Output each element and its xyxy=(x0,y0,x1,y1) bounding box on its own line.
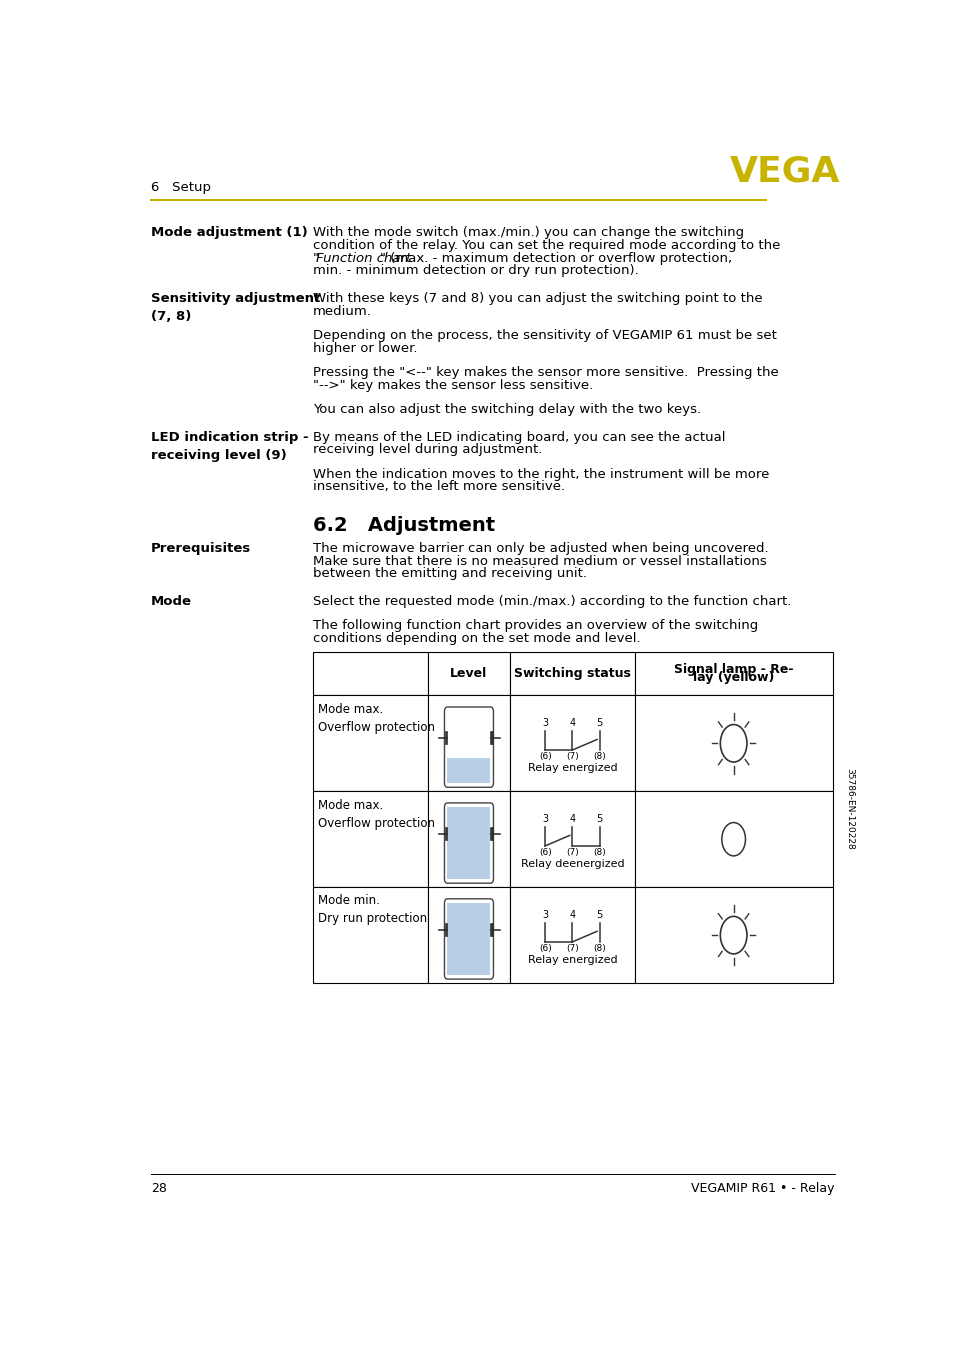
Text: (7): (7) xyxy=(565,753,578,761)
Bar xyxy=(427,696,510,791)
Text: Relay energized: Relay energized xyxy=(527,762,617,773)
Text: The following function chart provides an overview of the switching: The following function chart provides an… xyxy=(313,619,758,632)
Text: 3: 3 xyxy=(541,910,548,921)
Text: Signal lamp - Re-: Signal lamp - Re- xyxy=(673,663,793,676)
Bar xyxy=(444,923,447,936)
Bar xyxy=(510,887,634,983)
Text: Select the requested mode (min./max.) according to the function chart.: Select the requested mode (min./max.) ac… xyxy=(313,594,790,608)
Bar xyxy=(313,696,427,791)
Text: conditions depending on the set mode and level.: conditions depending on the set mode and… xyxy=(313,632,639,645)
Text: 28: 28 xyxy=(151,1182,167,1196)
Bar xyxy=(427,887,510,983)
Text: insensitive, to the left more sensitive.: insensitive, to the left more sensitive. xyxy=(313,481,564,493)
Text: LED indication strip -
receiving level (9): LED indication strip - receiving level (… xyxy=(151,431,309,462)
Bar xyxy=(313,651,427,696)
Text: 6   Setup: 6 Setup xyxy=(151,180,211,194)
Bar xyxy=(634,887,832,983)
Bar xyxy=(447,903,490,975)
Text: 5: 5 xyxy=(596,910,602,921)
Bar xyxy=(510,791,634,887)
Text: Pressing the "<--" key makes the sensor more sensitive.  Pressing the: Pressing the "<--" key makes the sensor … xyxy=(313,366,778,379)
Bar xyxy=(634,696,832,791)
Text: Function chart: Function chart xyxy=(315,252,411,264)
Text: Mode max.
Overflow protection: Mode max. Overflow protection xyxy=(317,799,435,830)
Text: Mode min.
Dry run protection: Mode min. Dry run protection xyxy=(317,895,427,926)
Bar xyxy=(313,887,427,983)
Bar xyxy=(427,651,510,696)
Text: (6): (6) xyxy=(538,849,551,857)
Text: Depending on the process, the sensitivity of VEGAMIP 61 must be set: Depending on the process, the sensitivit… xyxy=(313,329,776,343)
Text: (8): (8) xyxy=(593,753,605,761)
Text: 5: 5 xyxy=(596,719,602,728)
Bar xyxy=(444,731,447,743)
Text: (6): (6) xyxy=(538,944,551,953)
Bar xyxy=(510,696,634,791)
Text: 4: 4 xyxy=(569,719,575,728)
Text: When the indication moves to the right, the instrument will be more: When the indication moves to the right, … xyxy=(313,467,768,481)
Bar xyxy=(490,731,493,743)
Text: 4: 4 xyxy=(569,814,575,825)
Bar xyxy=(444,827,447,839)
Text: 35786-EN-120228: 35786-EN-120228 xyxy=(844,768,853,850)
Text: (8): (8) xyxy=(593,944,605,953)
Text: The microwave barrier can only be adjusted when being uncovered.: The microwave barrier can only be adjust… xyxy=(313,542,768,555)
Bar xyxy=(313,791,427,887)
Text: By means of the LED indicating board, you can see the actual: By means of the LED indicating board, yo… xyxy=(313,431,724,444)
Bar xyxy=(490,827,493,839)
Text: (6): (6) xyxy=(538,753,551,761)
Text: Mode max.
Overflow protection: Mode max. Overflow protection xyxy=(317,703,435,734)
Text: With the mode switch (max./min.) you can change the switching: With the mode switch (max./min.) you can… xyxy=(313,226,743,240)
Bar xyxy=(634,791,832,887)
Text: between the emitting and receiving unit.: between the emitting and receiving unit. xyxy=(313,567,586,581)
Bar xyxy=(490,923,493,936)
Text: "-->" key makes the sensor less sensitive.: "-->" key makes the sensor less sensitiv… xyxy=(313,379,593,391)
Text: You can also adjust the switching delay with the two keys.: You can also adjust the switching delay … xyxy=(313,403,700,416)
Text: min. - minimum detection or dry run protection).: min. - minimum detection or dry run prot… xyxy=(313,264,639,278)
Bar xyxy=(634,651,832,696)
Text: VEGA: VEGA xyxy=(729,154,840,188)
Bar xyxy=(447,758,490,783)
Text: VEGAMIP R61 • - Relay: VEGAMIP R61 • - Relay xyxy=(691,1182,834,1196)
Text: 3: 3 xyxy=(541,814,548,825)
Text: Level: Level xyxy=(450,668,487,680)
Text: 4: 4 xyxy=(569,910,575,921)
Text: " (max. - maximum detection or overflow protection,: " (max. - maximum detection or overflow … xyxy=(379,252,732,264)
Text: With these keys (7 and 8) you can adjust the switching point to the: With these keys (7 and 8) you can adjust… xyxy=(313,292,761,305)
Text: Switching status: Switching status xyxy=(514,668,630,680)
Text: ": " xyxy=(313,252,318,264)
Bar xyxy=(510,651,634,696)
Text: 3: 3 xyxy=(541,719,548,728)
Text: Mode adjustment (1): Mode adjustment (1) xyxy=(151,226,308,240)
Text: 6.2   Adjustment: 6.2 Adjustment xyxy=(313,516,495,535)
Text: 5: 5 xyxy=(596,814,602,825)
Text: (7): (7) xyxy=(565,944,578,953)
Text: (8): (8) xyxy=(593,849,605,857)
Text: Prerequisites: Prerequisites xyxy=(151,542,251,555)
Text: Make sure that there is no measured medium or vessel installations: Make sure that there is no measured medi… xyxy=(313,555,766,567)
Bar xyxy=(447,807,490,879)
Text: lay (yellow): lay (yellow) xyxy=(692,670,774,684)
Text: condition of the relay. You can set the required mode according to the: condition of the relay. You can set the … xyxy=(313,238,780,252)
Text: Mode: Mode xyxy=(151,594,192,608)
Text: Sensitivity adjustment
(7, 8): Sensitivity adjustment (7, 8) xyxy=(151,292,320,324)
Text: medium.: medium. xyxy=(313,305,372,318)
Text: receiving level during adjustment.: receiving level during adjustment. xyxy=(313,444,541,456)
Text: Relay energized: Relay energized xyxy=(527,955,617,965)
Bar xyxy=(427,791,510,887)
Text: higher or lower.: higher or lower. xyxy=(313,341,417,355)
Text: (7): (7) xyxy=(565,849,578,857)
Text: Relay deenergized: Relay deenergized xyxy=(520,858,623,869)
